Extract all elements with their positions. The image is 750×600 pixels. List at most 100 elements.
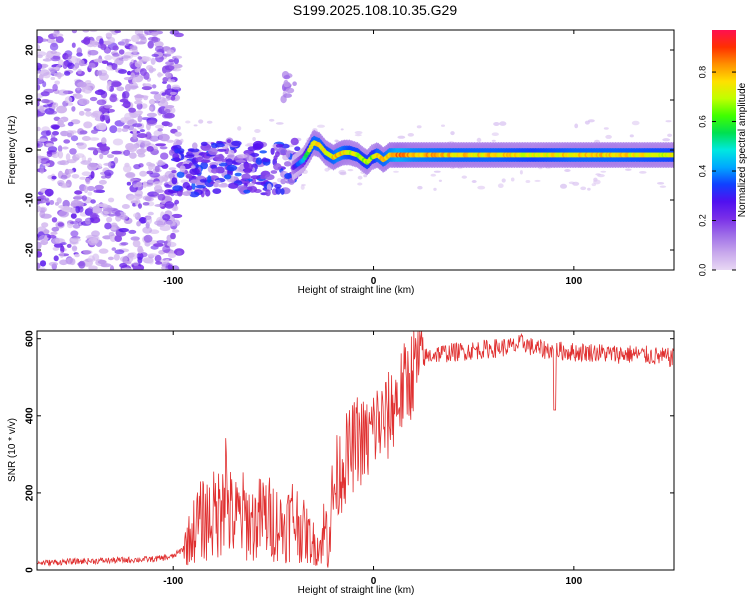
heatmap-cell bbox=[334, 139, 339, 143]
heatmap-cell bbox=[104, 222, 112, 230]
heatmap-cell bbox=[154, 220, 164, 226]
heatmap-cell bbox=[231, 140, 242, 146]
colorbar-tick-label: 0.4 bbox=[697, 165, 707, 178]
heatmap-cell bbox=[50, 133, 56, 140]
heatmap-cell bbox=[37, 138, 48, 142]
heatmap-cell bbox=[339, 171, 347, 176]
heatmap-cell bbox=[605, 134, 612, 139]
heatmap-cell bbox=[86, 186, 96, 191]
heatmap-cell bbox=[198, 119, 204, 124]
heatmap-cell bbox=[588, 119, 595, 123]
heatmap-cell bbox=[261, 158, 271, 163]
heatmap-cell bbox=[77, 206, 84, 213]
heatmap-cell bbox=[93, 58, 103, 63]
heatmap-cell bbox=[47, 110, 58, 115]
heatmap-cell bbox=[37, 84, 41, 91]
heatmap-cell bbox=[139, 129, 145, 133]
heatmap-cell bbox=[51, 226, 60, 232]
heatmap-cell bbox=[80, 160, 91, 165]
spectrogram-heatmap bbox=[37, 30, 674, 270]
heatmap-cell bbox=[134, 100, 143, 105]
heatmap-cell bbox=[159, 225, 171, 232]
heatmap-cell bbox=[169, 91, 177, 96]
heatmap-cell bbox=[49, 200, 55, 205]
heatmap-cell bbox=[163, 112, 175, 119]
heatmap-cell bbox=[46, 234, 57, 239]
heatmap-cell bbox=[186, 185, 193, 191]
heatmap-cell bbox=[62, 199, 70, 208]
heatmap-cell bbox=[47, 66, 59, 72]
heatmap-cell bbox=[162, 77, 169, 82]
heatmap-cell bbox=[111, 247, 117, 251]
colorbar-tick-label: 0.8 bbox=[697, 66, 707, 79]
heatmap-cell bbox=[79, 176, 87, 180]
heatmap-cell bbox=[132, 239, 141, 248]
heatmap-cell bbox=[139, 252, 148, 258]
heatmap-cell bbox=[41, 99, 50, 104]
heatmap-cell bbox=[88, 62, 96, 69]
heatmap-cell bbox=[190, 165, 196, 169]
heatmap-cell bbox=[49, 42, 59, 51]
heatmap-cell bbox=[132, 131, 138, 140]
heatmap-cell bbox=[476, 137, 482, 143]
heatmap-cell bbox=[116, 86, 125, 92]
heatmap-cell bbox=[123, 149, 131, 156]
heatmap-cell bbox=[59, 160, 69, 166]
heatmap-cell bbox=[176, 250, 182, 256]
heatmap-cell bbox=[121, 55, 131, 59]
heatmap-cell bbox=[441, 124, 445, 127]
heatmap-cell bbox=[461, 175, 467, 179]
heatmap-cell bbox=[252, 137, 256, 141]
heatmap-cell bbox=[116, 127, 122, 133]
heatmap-cell bbox=[43, 229, 50, 235]
colorbar-ticks: 0.0 0.2 0.4 0.6 0.8 bbox=[697, 66, 736, 276]
heatmap-cell bbox=[70, 237, 82, 242]
heatmap-cell bbox=[274, 184, 282, 189]
heatmap-cell bbox=[227, 182, 239, 189]
heatmap-cell bbox=[185, 173, 193, 179]
heatmap-cell bbox=[57, 145, 63, 153]
heatmap-cell bbox=[61, 146, 69, 150]
spectrogram-y-label: Frequency (Hz) bbox=[7, 116, 18, 185]
heatmap-cell bbox=[77, 262, 85, 267]
heatmap-cell bbox=[57, 89, 69, 96]
heatmap-cell bbox=[167, 252, 177, 258]
heatmap-cell bbox=[65, 257, 75, 265]
heatmap-cell bbox=[88, 206, 93, 212]
heatmap-cell bbox=[96, 163, 103, 169]
heatmap-cell bbox=[53, 243, 64, 248]
heatmap-cell bbox=[39, 235, 49, 241]
heatmap-cell bbox=[111, 62, 118, 70]
heatmap-cell bbox=[477, 185, 486, 190]
heatmap-cell bbox=[155, 143, 167, 147]
heatmap-cell bbox=[38, 74, 44, 80]
heatmap-cell bbox=[101, 175, 107, 179]
heatmap-cell bbox=[101, 60, 109, 64]
heatmap-cell bbox=[43, 88, 55, 94]
heatmap-cell bbox=[150, 31, 159, 36]
heatmap-cell bbox=[237, 126, 242, 131]
heatmap-cell bbox=[397, 135, 406, 139]
heatmap-cell bbox=[580, 186, 587, 191]
heatmap-cell bbox=[97, 89, 104, 93]
heatmap-cell bbox=[207, 175, 212, 184]
heatmap-cell bbox=[91, 230, 100, 237]
heatmap-cell bbox=[170, 96, 176, 101]
heatmap-cell bbox=[214, 154, 225, 162]
heatmap-cell bbox=[129, 152, 137, 159]
heatmap-cell bbox=[150, 91, 160, 95]
heatmap-cell bbox=[52, 83, 58, 92]
heatmap-cell bbox=[137, 115, 143, 123]
heatmap-cell bbox=[140, 140, 151, 147]
heatmap-cell bbox=[70, 135, 79, 142]
heatmap-cell bbox=[39, 260, 47, 267]
heatmap-cell bbox=[121, 103, 131, 107]
heatmap-cell bbox=[50, 55, 61, 62]
heatmap-cell bbox=[213, 182, 219, 188]
heatmap-cell bbox=[148, 98, 156, 105]
heatmap-cell bbox=[133, 261, 139, 267]
heatmap-cell bbox=[145, 131, 152, 140]
y-tick-label: 0 bbox=[25, 147, 36, 153]
heatmap-cell bbox=[241, 173, 251, 180]
x-tick-label: 0 bbox=[371, 276, 377, 287]
